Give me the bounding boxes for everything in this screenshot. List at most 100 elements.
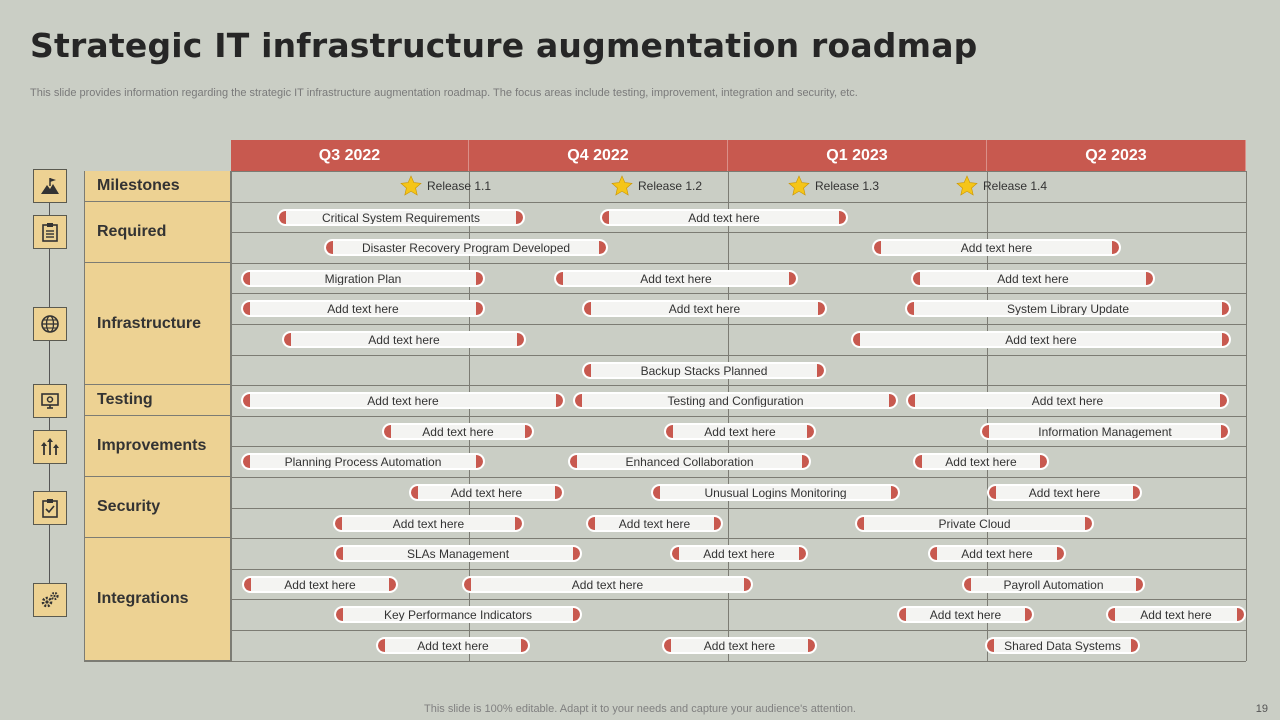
task-label: Add text here	[422, 424, 494, 439]
roadmap-task-bar: Add text here	[586, 515, 723, 532]
roadmap-task-bar: System Library Update	[905, 300, 1231, 317]
quarter-header-q3-2022: Q3 2022	[231, 140, 469, 171]
roadmap-task-bar: Testing and Configuration	[573, 392, 898, 409]
roadmap-task-bar: Add text here	[554, 270, 798, 287]
task-label: Key Performance Indicators	[383, 607, 533, 622]
task-label: Add text here	[961, 546, 1033, 561]
task-label: Enhanced Collaboration	[625, 454, 754, 469]
task-label: Unusual Logins Monitoring	[704, 485, 847, 500]
task-label: Add text here	[703, 546, 775, 561]
task-label: Add text here	[640, 271, 712, 286]
milestone-release-1-2: Release 1.2	[610, 174, 702, 198]
roadmap-task-bar: Add text here	[241, 392, 565, 409]
task-label: Add text here	[1031, 393, 1104, 408]
task-label: Add text here	[571, 577, 644, 592]
flag-mountain-icon	[33, 169, 67, 203]
task-label: Add text here	[284, 577, 356, 592]
task-label: Add text here	[1140, 607, 1212, 622]
roadmap-task-bar: Add text here	[897, 606, 1034, 623]
roadmap-task-bar: Add text here	[872, 239, 1121, 256]
gears-icon	[33, 583, 67, 617]
roadmap-task-bar: Add text here	[282, 331, 526, 348]
task-label: Private Cloud	[938, 516, 1011, 531]
category-milestones: Milestones	[84, 171, 231, 202]
roadmap-task-bar: Unusual Logins Monitoring	[651, 484, 900, 501]
roadmap-task-bar: Add text here	[664, 423, 816, 440]
roadmap-task-bar: Add text here	[987, 484, 1142, 501]
roadmap-task-bar: Add text here	[913, 453, 1049, 470]
task-label: System Library Update	[1006, 301, 1130, 316]
roadmap-task-bar: Add text here	[1106, 606, 1246, 623]
category-improvements: Improvements	[84, 416, 231, 477]
roadmap-task-bar: Add text here	[911, 270, 1155, 287]
footer-note: This slide is 100% editable. Adapt it to…	[424, 703, 856, 715]
roadmap-task-bar: Disaster Recovery Program Developed	[324, 239, 608, 256]
monitor-gear-icon	[33, 384, 67, 418]
task-label: SLAs Management	[406, 546, 510, 561]
task-label: Add text here	[704, 424, 776, 439]
star-icon	[611, 175, 633, 196]
task-label: Add text here	[997, 271, 1069, 286]
quarter-header-q1-2023: Q1 2023	[728, 140, 987, 171]
roadmap-task-bar: Add text here	[241, 300, 485, 317]
roadmap-task-bar: Migration Plan	[241, 270, 485, 287]
roadmap-task-bar: Add text here	[462, 576, 753, 593]
category-required: Required	[84, 202, 231, 263]
task-label: Add text here	[618, 516, 691, 531]
roadmap-task-bar: Add text here	[382, 423, 534, 440]
milestone-label: Release 1.1	[427, 179, 492, 193]
task-label: Information Management	[1038, 424, 1172, 439]
task-label: Add text here	[368, 332, 440, 347]
clipboard-check-icon	[33, 491, 67, 525]
task-label: Payroll Automation	[1003, 577, 1104, 592]
roadmap-task-bar: Add text here	[851, 331, 1231, 348]
milestone-label: Release 1.2	[638, 179, 703, 193]
task-label: Backup Stacks Planned	[640, 363, 768, 378]
page-number: 19	[1255, 703, 1268, 715]
task-label: Add text here	[417, 638, 489, 653]
task-label: Add text here	[1028, 485, 1101, 500]
globe-network-icon	[33, 307, 67, 341]
roadmap-task-bar: Backup Stacks Planned	[582, 362, 826, 379]
task-label: Add text here	[688, 210, 760, 225]
roadmap-task-bar: Planning Process Automation	[241, 453, 485, 470]
roadmap-task-bar: Add text here	[600, 209, 848, 226]
category-security: Security	[84, 477, 231, 538]
roadmap-task-bar: Information Management	[980, 423, 1230, 440]
page-title: Strategic IT infrastructure augmentation…	[30, 26, 978, 65]
roadmap-task-bar: Payroll Automation	[962, 576, 1145, 593]
milestone-release-1-3: Release 1.3	[787, 174, 879, 198]
task-label: Shared Data Systems	[1004, 638, 1121, 653]
page-subtitle: This slide provides information regardin…	[30, 87, 858, 99]
clipboard-list-icon	[33, 215, 67, 249]
roadmap-task-bar: Key Performance Indicators	[334, 606, 582, 623]
category-infrastructure: Infrastructure	[84, 263, 231, 385]
task-label: Disaster Recovery Program Developed	[361, 240, 571, 255]
roadmap-task-bar: Add text here	[906, 392, 1229, 409]
task-label: Migration Plan	[324, 271, 402, 286]
task-label: Add text here	[1005, 332, 1077, 347]
roadmap-task-bar: Add text here	[582, 300, 827, 317]
roadmap-task-bar: Private Cloud	[855, 515, 1094, 532]
task-label: Add text here	[945, 454, 1017, 469]
roadmap-task-bar: Add text here	[242, 576, 398, 593]
task-label: Add text here	[392, 516, 465, 531]
task-label: Add text here	[327, 301, 399, 316]
milestone-label: Release 1.3	[815, 179, 880, 193]
task-label: Add text here	[450, 485, 523, 500]
task-label: Critical System Requirements	[321, 210, 481, 225]
roadmap-task-bar: Add text here	[928, 545, 1066, 562]
milestone-release-1-4: Release 1.4	[955, 174, 1047, 198]
task-label: Planning Process Automation	[284, 454, 442, 469]
category-testing: Testing	[84, 385, 231, 416]
task-label: Add text here	[668, 301, 741, 316]
roadmap-task-bar: Enhanced Collaboration	[568, 453, 811, 470]
star-icon	[400, 175, 422, 196]
category-integrations: Integrations	[84, 538, 231, 661]
task-label: Add text here	[960, 240, 1033, 255]
roadmap-task-bar: Add text here	[662, 637, 817, 654]
roadmap-task-bar: Add text here	[409, 484, 564, 501]
task-label: Testing and Configuration	[667, 393, 804, 408]
quarter-header-q4-2022: Q4 2022	[469, 140, 728, 171]
roadmap-task-bar: Shared Data Systems	[985, 637, 1140, 654]
